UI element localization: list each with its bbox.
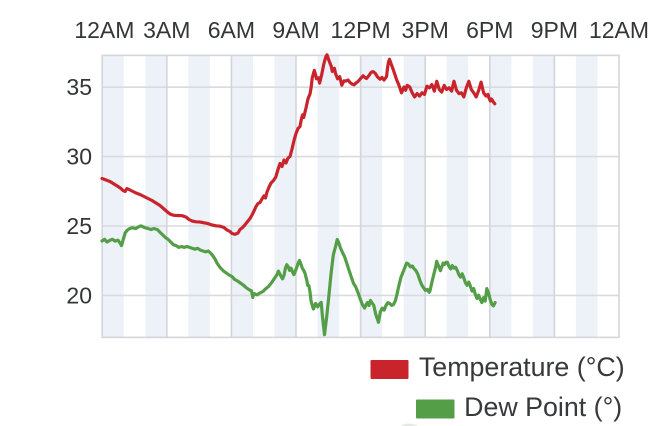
svg-text:12AM: 12AM	[589, 17, 649, 43]
svg-text:6AM: 6AM	[208, 17, 255, 43]
svg-text:3AM: 3AM	[143, 17, 190, 43]
svg-text:35: 35	[66, 74, 92, 100]
svg-text:12AM: 12AM	[74, 17, 134, 43]
svg-text:20: 20	[66, 282, 92, 308]
svg-text:9PM: 9PM	[531, 17, 578, 43]
svg-text:30: 30	[66, 144, 92, 170]
svg-text:9AM: 9AM	[272, 17, 319, 43]
svg-text:12PM: 12PM	[331, 17, 391, 43]
svg-text:25: 25	[66, 213, 92, 239]
svg-text:Temperature (°C): Temperature (°C)	[419, 352, 625, 382]
svg-text:3PM: 3PM	[402, 17, 449, 43]
svg-text:Dew Point (°): Dew Point (°)	[464, 392, 622, 422]
svg-text:6PM: 6PM	[466, 17, 513, 43]
